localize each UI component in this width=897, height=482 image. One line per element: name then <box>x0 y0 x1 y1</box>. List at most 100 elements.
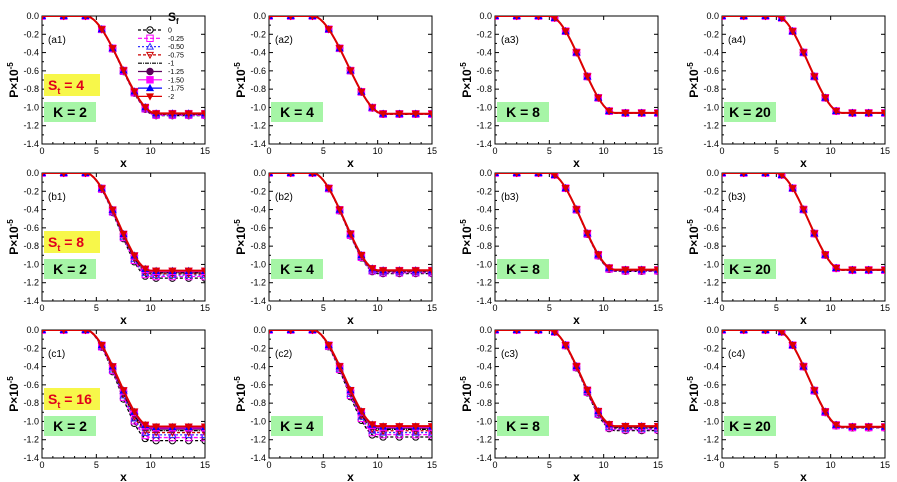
series-line-4 <box>269 330 432 430</box>
x-tick-label: 5 <box>321 303 326 313</box>
k-label: K = 2 <box>53 261 87 277</box>
series-line-5 <box>495 173 658 271</box>
y-tick-label: -0.4 <box>703 205 719 215</box>
x-tick-label: 5 <box>547 303 552 313</box>
data-point <box>594 94 603 102</box>
st-label-symbol: S <box>48 234 57 250</box>
x-tick-label: 0 <box>492 303 497 313</box>
y-axis-label: P×10-5 <box>686 376 701 412</box>
data-point <box>788 342 797 350</box>
data-point <box>605 264 614 272</box>
series-group <box>495 16 658 118</box>
y-tick-label: -0.4 <box>703 48 719 58</box>
panel-2: 0.0 -0.2 -0.4 -0.6 -0.8 -1.0 -1.2 -1.40 5 10 15 x P×… <box>233 11 437 170</box>
data-point <box>168 430 177 438</box>
st-label-value: = 8 <box>60 234 84 250</box>
series-group <box>722 173 885 275</box>
series-line-3 <box>42 16 205 116</box>
y-axis-label-base: P×10 <box>234 226 248 255</box>
x-tick-label: 5 <box>774 460 779 470</box>
x-tick-label: 15 <box>427 146 437 156</box>
data-point <box>495 173 498 178</box>
st-label-symbol: S <box>48 77 57 93</box>
data-point <box>561 185 570 193</box>
series-line-6 <box>42 173 205 272</box>
series-line-0 <box>722 173 885 272</box>
data-point <box>184 423 193 431</box>
data-point <box>200 430 205 438</box>
data-point <box>42 330 45 335</box>
data-point <box>722 173 725 178</box>
plot-frame <box>721 15 886 145</box>
y-tick-label: -1.2 <box>476 121 492 131</box>
series-line-8 <box>42 173 205 272</box>
data-point <box>335 206 344 214</box>
x-tick-label: 5 <box>547 460 552 470</box>
data-point <box>427 423 432 431</box>
series-line-1 <box>495 16 658 114</box>
y-tick-label: -1.0 <box>703 102 719 112</box>
data-point <box>763 173 768 178</box>
plot-frame <box>494 329 659 459</box>
data-point <box>130 408 139 416</box>
data-point <box>594 408 603 416</box>
data-point <box>411 423 420 431</box>
y-axis-label: P×10-5 <box>459 219 474 255</box>
k-label: K = 4 <box>280 104 314 120</box>
y-axis-label-base: P×10 <box>7 383 21 412</box>
series-line-4 <box>495 16 658 114</box>
series-line-6 <box>269 173 432 272</box>
series-line-7 <box>269 16 432 115</box>
k-label-box <box>497 416 549 436</box>
plot-frame <box>721 329 886 459</box>
legend-marker-8 <box>145 93 155 101</box>
y-tick-label: -1.4 <box>23 296 39 306</box>
data-point <box>168 110 177 118</box>
data-point <box>514 16 520 21</box>
y-tick-label: -0.6 <box>703 223 719 233</box>
panel-7: 0.0 -0.2 -0.4 -0.6 -0.8 -1.0 -1.2 -1.40 5 10 15 x P×… <box>459 168 663 327</box>
y-axis-label-base: P×10 <box>234 69 248 98</box>
series-line-0 <box>722 330 885 429</box>
legend-label: -0.75 <box>168 52 184 59</box>
data-point <box>61 330 67 335</box>
k-label-box <box>724 259 776 279</box>
series-line-3 <box>269 330 432 432</box>
series-line-4 <box>495 330 658 429</box>
x-tick-label: 10 <box>373 303 383 313</box>
k-label: K = 8 <box>506 418 540 434</box>
data-point <box>799 206 808 214</box>
y-axis-label-exponent: -5 <box>233 219 242 227</box>
series-line-5 <box>722 173 885 271</box>
y-tick-label: -0.4 <box>476 205 492 215</box>
data-point <box>335 45 344 53</box>
data-point <box>810 73 819 81</box>
data-point <box>621 423 630 431</box>
y-tick-label: -0.4 <box>476 48 492 58</box>
y-axis-label-exponent: -5 <box>6 219 15 227</box>
data-point <box>200 110 205 118</box>
series-line-1 <box>42 16 205 116</box>
y-tick-label: -1.4 <box>250 139 266 149</box>
st-label: St = 4 <box>48 77 84 96</box>
series-line-3 <box>722 330 885 428</box>
data-point <box>130 252 139 260</box>
data-point <box>152 110 161 118</box>
series-line-8 <box>269 173 432 272</box>
x-tick-label: 15 <box>200 146 210 156</box>
data-point <box>141 104 150 112</box>
plot-frame <box>494 15 659 145</box>
y-tick-label: -0.2 <box>703 186 719 196</box>
k-label-box <box>44 102 96 122</box>
k-label-box <box>497 259 549 279</box>
y-tick-label: -0.6 <box>476 66 492 76</box>
series-line-7 <box>269 330 432 428</box>
legend-title-symbol: S <box>168 10 176 24</box>
data-point <box>368 426 377 434</box>
k-label-box <box>44 259 96 279</box>
st-label: St = 8 <box>48 234 84 253</box>
data-point <box>310 16 315 21</box>
y-tick-label: -1.0 <box>250 416 266 426</box>
y-tick-label: -1.2 <box>703 435 719 445</box>
y-tick-label: -1.2 <box>23 435 39 445</box>
